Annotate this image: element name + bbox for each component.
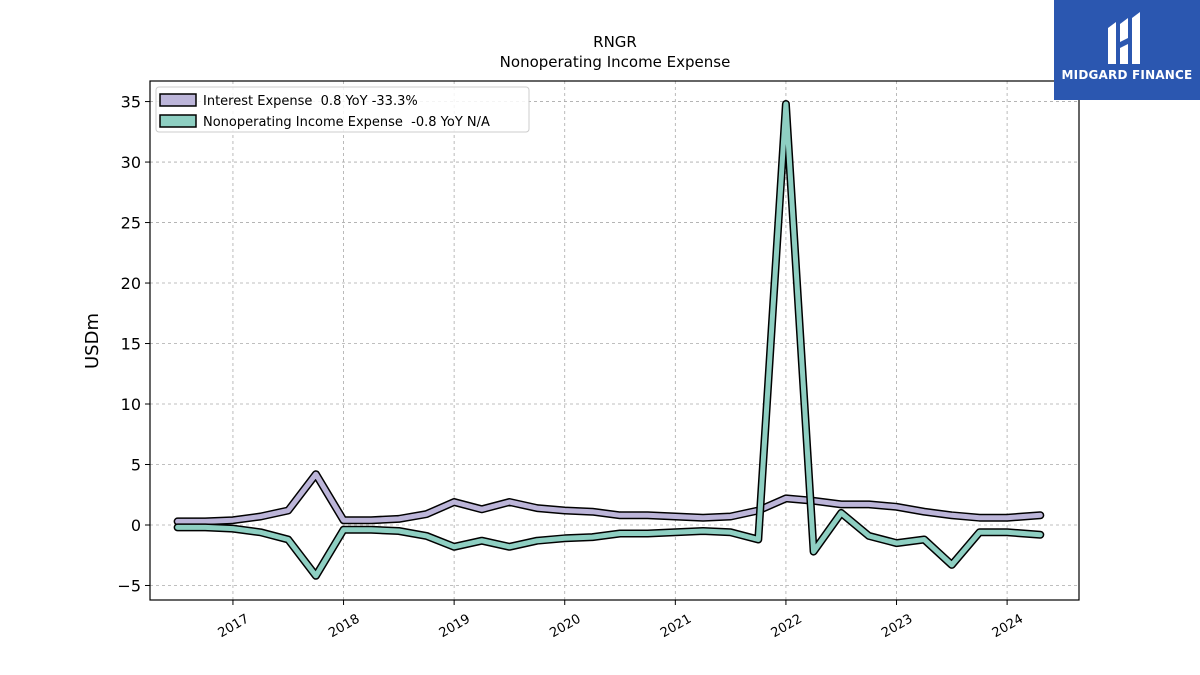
legend-box — [155, 86, 530, 133]
chart-subtitle: Nonoperating Income Expense — [500, 53, 731, 71]
legend: Interest Expense 0.8 YoY -33.3% Nonopera… — [155, 86, 530, 133]
chart-title: RNGR — [593, 33, 637, 51]
y-tick-label: 25 — [121, 214, 141, 233]
grid — [150, 81, 1079, 600]
axis-ticks: −5 0 5 10 15 20 25 30 35 2017 2018 2019 2020 2021 2022… — [117, 93, 1026, 642]
legend-label-interest-expense: Interest Expense 0.8 YoY -33.3% — [203, 94, 418, 109]
legend-swatch-nonoperating-income-expense — [159, 114, 197, 128]
series-lines — [173, 100, 1045, 580]
y-tick-label: 0 — [131, 516, 141, 535]
plot-frame — [149, 80, 1080, 601]
y-tick-label: 5 — [131, 456, 141, 475]
y-tick-label: 10 — [121, 395, 141, 414]
x-tick-label: 2021 — [658, 612, 694, 642]
x-tick-label: 2023 — [879, 612, 915, 642]
y-tick-label: 30 — [121, 153, 141, 172]
x-tick-label: 2024 — [990, 612, 1026, 642]
series-line-interest-expense — [175, 471, 1043, 524]
legend-swatch-interest-expense — [159, 93, 197, 107]
series-outline-nonoperating-income-expense — [173, 100, 1045, 580]
legend-label-nonoperating-income-expense: Nonoperating Income Expense -0.8 YoY N/A — [203, 115, 490, 130]
y-tick-label: −5 — [117, 576, 141, 595]
y-tick-label: 15 — [121, 335, 141, 354]
x-tick-label: 2018 — [326, 612, 362, 642]
midgard-logo-icon — [1108, 12, 1140, 64]
y-axis-label: USDm — [82, 313, 103, 369]
x-tick-label: 2019 — [437, 612, 473, 642]
x-tick-label: 2022 — [769, 612, 805, 642]
y-tick-label: 35 — [121, 93, 141, 112]
midgard-finance-logo: MIDGARD FINANCE — [1054, 0, 1200, 100]
series-line-nonoperating-income-expense — [175, 101, 1043, 579]
x-tick-label: 2017 — [216, 612, 252, 642]
logo-text: MIDGARD FINANCE — [1061, 68, 1193, 82]
x-tick-label: 2020 — [547, 612, 583, 642]
y-tick-label: 20 — [121, 274, 141, 293]
